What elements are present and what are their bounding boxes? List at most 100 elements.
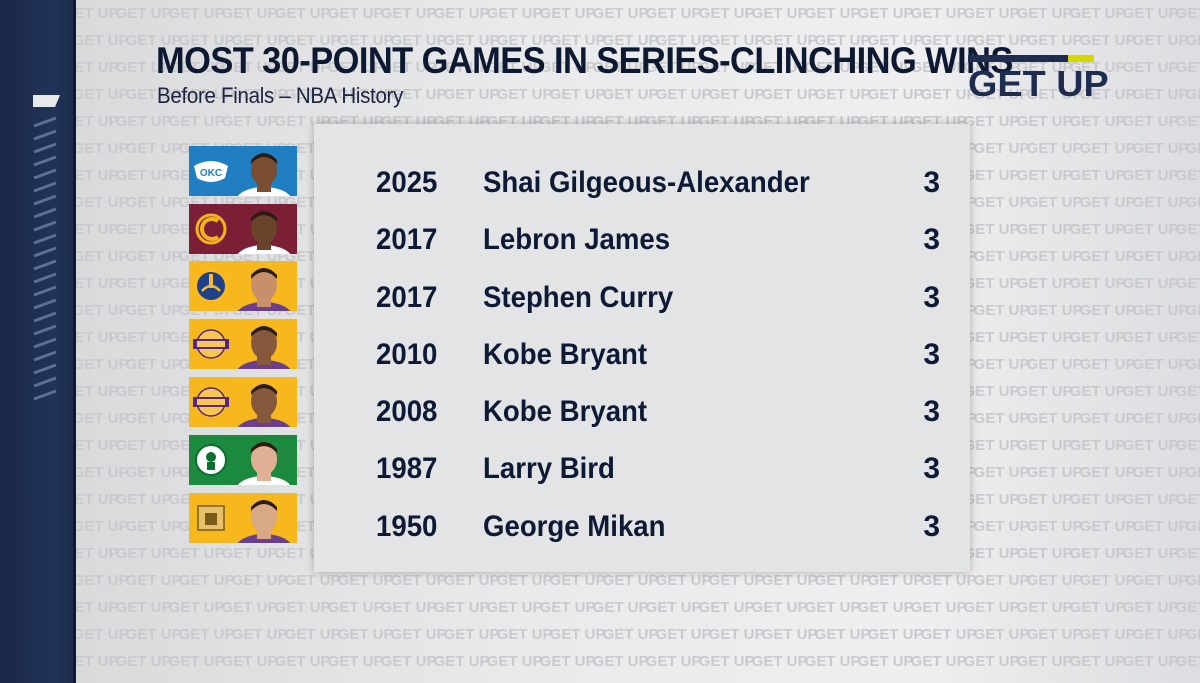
svg-text:GET UP: GET UP: [126, 464, 182, 481]
svg-text:GET UP: GET UP: [391, 572, 447, 589]
svg-text:GET UP: GET UP: [1176, 113, 1200, 130]
svg-text:GET UP: GET UP: [911, 653, 967, 670]
svg-text:GET UP: GET UP: [1017, 329, 1073, 346]
los-angeles-lakers-icon: [189, 377, 233, 427]
svg-text:GET UP: GET UP: [275, 59, 331, 76]
leaderboard-row: 2025 Shai Gilgeous-Alexander 3: [314, 160, 970, 206]
svg-text:GET UP: GET UP: [1186, 86, 1200, 103]
svg-text:GET UP: GET UP: [487, 59, 543, 76]
svg-text:GET UP: GET UP: [76, 194, 129, 211]
svg-text:GET UP: GET UP: [974, 356, 1030, 373]
svg-text:GET UP: GET UP: [1080, 410, 1136, 427]
svg-text:GET UP: GET UP: [497, 32, 553, 49]
svg-text:GET UP: GET UP: [1133, 356, 1189, 373]
svg-text:GET UP: GET UP: [603, 86, 659, 103]
svg-text:GET UP: GET UP: [699, 599, 755, 616]
svg-text:GET UP: GET UP: [646, 59, 702, 76]
svg-text:GET UP: GET UP: [964, 167, 1020, 184]
row-player-name: Lebron James: [483, 223, 671, 256]
svg-text:GET UP: GET UP: [76, 248, 129, 265]
svg-text:GET UP: GET UP: [1070, 545, 1126, 562]
svg-text:GET UP: GET UP: [540, 653, 596, 670]
svg-text:GET UP: GET UP: [76, 626, 129, 643]
svg-text:GET UP: GET UP: [1027, 464, 1083, 481]
row-game-count: 3: [923, 223, 940, 256]
svg-text:GET UP: GET UP: [1080, 32, 1136, 49]
svg-text:GET UP: GET UP: [76, 302, 129, 319]
svg-text:GET UP: GET UP: [540, 5, 596, 22]
svg-text:GET UP: GET UP: [815, 32, 871, 49]
svg-text:GET UP: GET UP: [1070, 113, 1126, 130]
svg-text:GET UP: GET UP: [1123, 275, 1179, 292]
leaderboard-row: 1987 Larry Bird 3: [314, 446, 970, 492]
svg-text:GET UP: GET UP: [1017, 221, 1073, 238]
player-thumbnail: [189, 261, 297, 311]
svg-text:GET UP: GET UP: [126, 140, 182, 157]
svg-text:GET UP: GET UP: [1080, 248, 1136, 265]
row-game-count: 3: [923, 338, 940, 371]
row-year: 2017: [376, 223, 438, 256]
svg-text:GET UP: GET UP: [285, 572, 341, 589]
svg-text:GET UP: GET UP: [709, 32, 765, 49]
svg-text:GET UP: GET UP: [964, 5, 1020, 22]
svg-text:GET UP: GET UP: [603, 680, 659, 683]
logo-text: GET UP: [968, 63, 1109, 104]
svg-text:GET UP: GET UP: [656, 32, 712, 49]
svg-text:GET UP: GET UP: [974, 302, 1030, 319]
svg-text:GET UP: GET UP: [76, 59, 119, 76]
svg-text:GET UP: GET UP: [974, 140, 1030, 157]
svg-text:GET UP: GET UP: [1017, 113, 1073, 130]
player-thumbnail: OKC: [189, 146, 297, 196]
svg-text:GET UP: GET UP: [1027, 626, 1083, 643]
svg-text:GET UP: GET UP: [805, 59, 861, 76]
svg-text:GET UP: GET UP: [76, 572, 129, 589]
svg-text:GET UP: GET UP: [1186, 32, 1200, 49]
svg-text:GET UP: GET UP: [338, 32, 394, 49]
svg-text:GET UP: GET UP: [709, 680, 765, 683]
svg-text:GET UP: GET UP: [126, 356, 182, 373]
svg-text:GET UP: GET UP: [921, 680, 977, 683]
row-game-count: 3: [923, 166, 940, 199]
svg-text:GET UP: GET UP: [1123, 167, 1179, 184]
row-year: 1987: [376, 452, 438, 485]
svg-text:GET UP: GET UP: [381, 653, 437, 670]
leaderboard-row: 2017 Lebron James 3: [314, 217, 970, 263]
svg-text:GET UP: GET UP: [434, 59, 490, 76]
logo-bar: [968, 55, 1068, 62]
svg-text:GET UP: GET UP: [497, 680, 553, 683]
boston-celtics-icon: [189, 435, 233, 485]
svg-text:GET UP: GET UP: [1133, 626, 1189, 643]
svg-text:GET UP: GET UP: [1017, 275, 1073, 292]
svg-text:GET UP: GET UP: [391, 32, 447, 49]
svg-text:GET UP: GET UP: [709, 86, 765, 103]
svg-text:GET UP: GET UP: [1070, 275, 1126, 292]
row-player-name: Larry Bird: [483, 452, 615, 485]
svg-text:GET UP: GET UP: [169, 545, 225, 562]
leaderboard-panel: 2025 Shai Gilgeous-Alexander 3 2017 Lebron J…: [314, 124, 970, 572]
svg-text:GET UP: GET UP: [76, 275, 119, 292]
svg-text:GET UP: GET UP: [232, 32, 288, 49]
row-year: 2008: [376, 395, 438, 428]
svg-text:GET UP: GET UP: [1176, 437, 1200, 454]
svg-text:GET UP: GET UP: [1123, 59, 1179, 76]
svg-text:GET UP: GET UP: [126, 572, 182, 589]
svg-text:GET UP: GET UP: [593, 653, 649, 670]
svg-text:GET UP: GET UP: [646, 599, 702, 616]
svg-text:GET UP: GET UP: [285, 86, 341, 103]
svg-text:GET UP: GET UP: [1186, 464, 1200, 481]
svg-text:GET UP: GET UP: [964, 383, 1020, 400]
svg-text:GET UP: GET UP: [1133, 572, 1189, 589]
svg-text:GET UP: GET UP: [487, 5, 543, 22]
svg-text:GET UP: GET UP: [116, 653, 172, 670]
svg-text:GET UP: GET UP: [1027, 248, 1083, 265]
svg-text:GET UP: GET UP: [762, 572, 818, 589]
svg-text:GET UP: GET UP: [921, 86, 977, 103]
svg-text:GET UP: GET UP: [285, 32, 341, 49]
svg-text:GET UP: GET UP: [1123, 653, 1179, 670]
svg-text:GET UP: GET UP: [974, 518, 1030, 535]
svg-text:GET UP: GET UP: [116, 437, 172, 454]
svg-text:GET UP: GET UP: [1080, 302, 1136, 319]
svg-text:GET UP: GET UP: [1176, 221, 1200, 238]
svg-text:GET UP: GET UP: [126, 248, 182, 265]
svg-text:GET UP: GET UP: [1017, 383, 1073, 400]
